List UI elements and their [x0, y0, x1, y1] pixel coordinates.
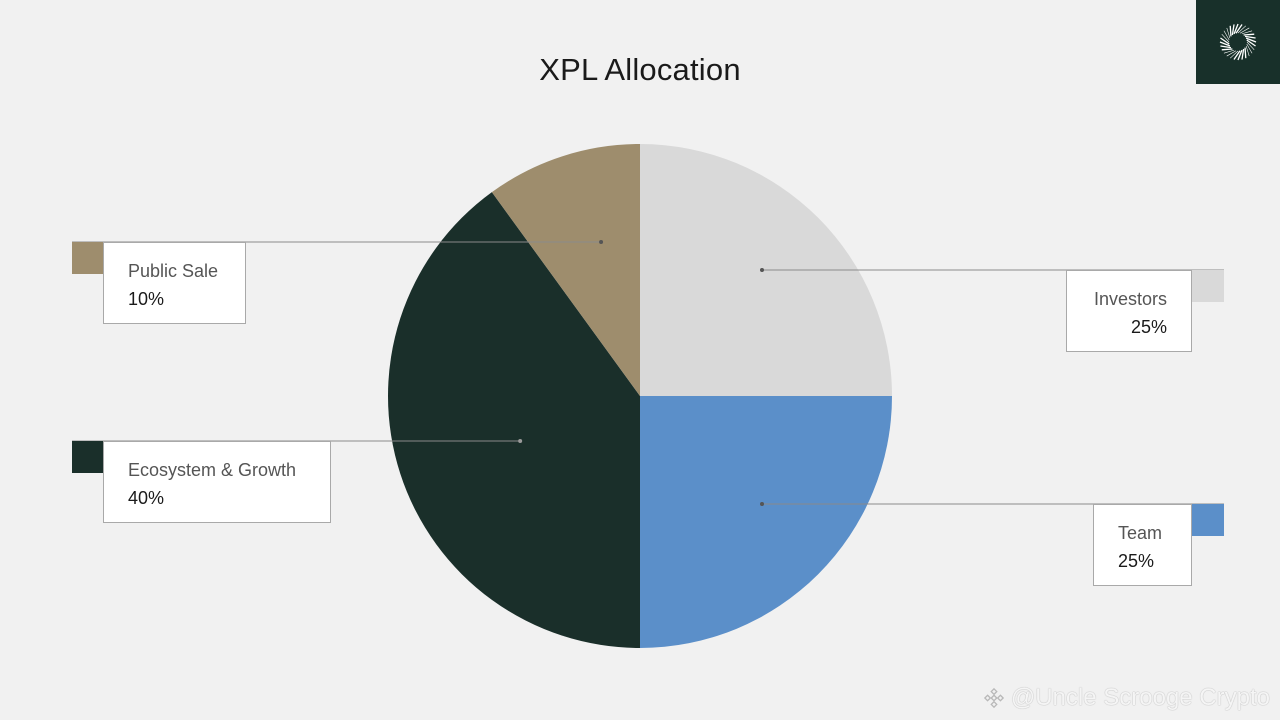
label-public-sale-value: 10%: [128, 289, 165, 309]
leader-dot-public-sale: [599, 240, 604, 244]
pie-slice-team: [640, 396, 892, 648]
binance-diamond-icon: [983, 687, 1004, 709]
chart-title: XPL Allocation: [539, 52, 741, 87]
legend-swatch-ecosystem-growth: [72, 441, 104, 473]
label-ecosystem-growth-name: Ecosystem & Growth: [128, 460, 297, 480]
pie-slice-ecosystem-growth: [387, 192, 640, 648]
label-team: Team 25%: [1093, 504, 1192, 586]
legend-swatch-investors: [1192, 270, 1224, 302]
label-public-sale-name: Public Sale: [128, 261, 219, 281]
watermark-text: @Uncle Scrooge Crypto: [1010, 684, 1270, 711]
pie-slice-public-sale: [491, 144, 640, 396]
label-investors-name: Investors: [1093, 289, 1167, 309]
leader-dot-investors: [760, 268, 764, 272]
label-investors: Investors 25%: [1066, 270, 1192, 352]
label-team-name: Team: [1118, 523, 1163, 543]
sunburst-logo-icon: [1219, 23, 1257, 61]
watermark: @Uncle Scrooge Crypto: [983, 684, 1270, 712]
leader-dot-ecosystem-growth: [518, 439, 523, 443]
label-ecosystem-growth-value: 40%: [128, 488, 165, 508]
label-public-sale: Public Sale 10%: [103, 242, 246, 324]
label-investors-value: 25%: [1130, 317, 1167, 337]
legend-swatch-public-sale: [72, 242, 104, 274]
brand-logo: [1196, 0, 1280, 84]
label-team-value: 25%: [1118, 551, 1155, 571]
legend-swatch-team: [1192, 504, 1224, 536]
leader-dot-team: [760, 502, 764, 506]
label-ecosystem-growth: Ecosystem & Growth 40%: [103, 441, 331, 523]
